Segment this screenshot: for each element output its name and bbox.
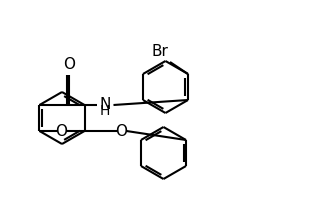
Text: O: O (55, 123, 68, 138)
Text: Br: Br (151, 44, 168, 59)
Text: O: O (63, 57, 76, 72)
Text: O: O (116, 123, 127, 138)
Text: N: N (100, 97, 111, 111)
Text: H: H (100, 104, 110, 118)
